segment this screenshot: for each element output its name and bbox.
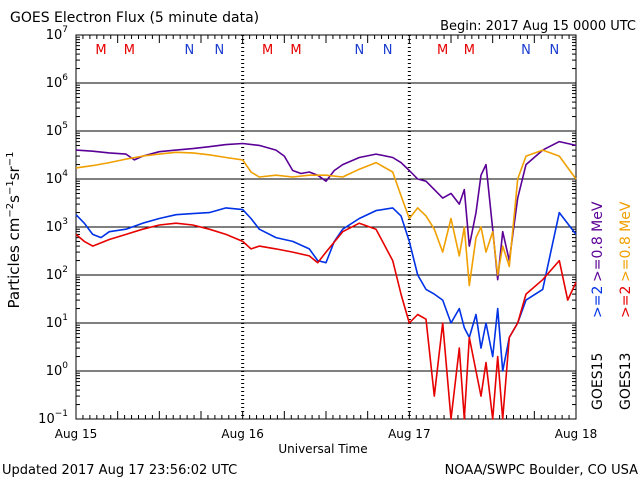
series-line <box>75 222 577 420</box>
begin-time: Begin: 2017 Aug 15 0000 UTC <box>440 19 636 34</box>
x-tick-label: Aug 18 <box>555 427 598 441</box>
y-tick-label: 100 <box>46 361 69 379</box>
series-line <box>75 207 577 372</box>
y-tick-label: 104 <box>46 169 69 187</box>
series-lines <box>75 140 577 420</box>
marker-label: N <box>354 43 364 58</box>
x-tick-label: Aug 15 <box>55 427 98 441</box>
marker-label: N <box>184 43 194 58</box>
credit-text: NOAA/SWPC Boulder, CO USA <box>445 463 638 478</box>
marker-label: M <box>290 43 301 58</box>
marker-label: M <box>124 43 135 58</box>
marker-label: N <box>383 43 393 58</box>
y-tick-label: 105 <box>46 121 68 139</box>
legend-goes15-high: >=0.8 MeV <box>590 201 606 282</box>
x-axis-label: Universal Time <box>278 442 367 456</box>
y-tick-label: 103 <box>46 217 68 235</box>
series-line <box>75 149 577 287</box>
legend-goes13-high: >=0.8 MeV <box>618 201 634 282</box>
marker-label: M <box>95 43 106 58</box>
marker-label: M <box>464 43 475 58</box>
chart-title: GOES Electron Flux (5 minute data) <box>10 10 259 26</box>
legend-goes13-label: GOES13 <box>618 353 634 410</box>
marker-label: N <box>521 43 531 58</box>
legend-goes15-low: >=2 <box>590 286 606 318</box>
marker-label: M <box>437 43 448 58</box>
y-tick-label: 107 <box>46 25 68 43</box>
marker-label: N <box>214 43 224 58</box>
y-axis-label: Particles cm−2s−1sr−1 <box>5 152 23 309</box>
legend-goes13-low: >=2 <box>618 286 634 318</box>
marker-label: N <box>549 43 559 58</box>
x-tick-label: Aug 17 <box>388 427 431 441</box>
axis-ticks: 10−1 100 101 102 103 104 105 106 107 Aug 15 Aug 16… <box>38 25 597 441</box>
marker-label: M <box>262 43 273 58</box>
legend-goes15-label: GOES15 <box>590 353 606 410</box>
updated-time: Updated 2017 Aug 17 23:56:02 UTC <box>2 463 237 478</box>
y-tick-label: 106 <box>46 73 69 91</box>
x-tick-label: Aug 16 <box>221 427 264 441</box>
y-tick-label: 102 <box>46 265 68 283</box>
y-tick-label: 10−1 <box>38 409 68 427</box>
y-tick-label: 101 <box>46 313 68 331</box>
